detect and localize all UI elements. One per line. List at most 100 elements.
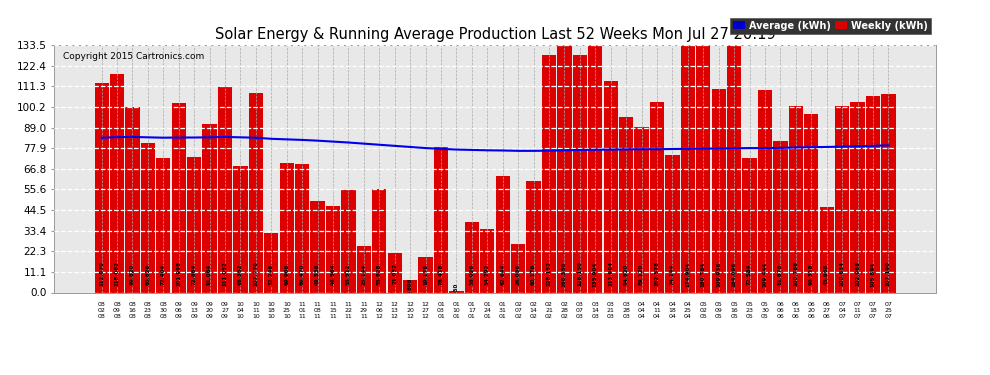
Text: 11
29
11: 11 29 11	[360, 302, 368, 319]
Text: 81.878: 81.878	[778, 263, 783, 285]
Bar	[295, 164, 309, 292]
Text: 34.292: 34.292	[485, 263, 490, 285]
Text: 02
14
02: 02 14 02	[530, 302, 538, 319]
Text: 107.770: 107.770	[253, 261, 258, 286]
Bar	[264, 233, 278, 292]
Bar	[804, 114, 819, 292]
Text: 03
28
03: 03 28 03	[622, 302, 630, 319]
Text: 07
11
07: 07 11 07	[853, 302, 861, 319]
Text: 100.786: 100.786	[793, 261, 798, 286]
Text: 174.904: 174.904	[685, 261, 690, 286]
Bar	[649, 102, 664, 292]
Bar	[187, 158, 201, 292]
Bar	[279, 163, 294, 292]
Text: 08
16
08: 08 16 08	[129, 302, 137, 319]
Text: Copyright 2015 Cartronics.com: Copyright 2015 Cartronics.com	[63, 53, 205, 62]
Text: 46.564: 46.564	[331, 263, 336, 285]
Bar	[866, 96, 880, 292]
Text: 12
13
12: 12 13 12	[391, 302, 399, 319]
Bar	[712, 88, 726, 292]
Text: 06
13
06: 06 13 06	[792, 302, 800, 319]
Bar	[665, 155, 679, 292]
Text: 99.820: 99.820	[130, 263, 135, 285]
Text: 80.826: 80.826	[146, 263, 150, 285]
Bar	[758, 90, 772, 292]
Text: 04
04
04: 04 04 04	[638, 302, 645, 319]
Text: 55.512: 55.512	[346, 263, 350, 285]
Text: 102.578: 102.578	[654, 261, 659, 286]
Text: 03
14
03: 03 14 03	[591, 302, 599, 319]
Text: 02
21
02: 02 21 02	[545, 302, 553, 319]
Text: 180.784: 180.784	[701, 261, 706, 286]
Text: 25.144: 25.144	[361, 263, 366, 285]
Text: 07
25
07: 07 25 07	[884, 302, 892, 319]
Bar	[388, 254, 402, 292]
Text: 89.120: 89.120	[640, 263, 644, 285]
Text: 10
18
10: 10 18 10	[267, 302, 275, 319]
Text: 135.904: 135.904	[593, 261, 598, 286]
Text: 6.808: 6.808	[408, 278, 413, 295]
Bar	[434, 147, 448, 292]
Text: 102.968: 102.968	[855, 261, 860, 286]
Bar	[372, 189, 386, 292]
Text: 109.444: 109.444	[762, 261, 767, 286]
Text: 113.904: 113.904	[608, 261, 613, 286]
Bar	[141, 142, 155, 292]
Text: 07
18
07: 07 18 07	[869, 302, 877, 319]
Text: 72.404: 72.404	[160, 263, 165, 285]
Text: 01
03
01: 01 03 01	[437, 302, 445, 319]
Text: 128.152: 128.152	[546, 261, 551, 286]
Bar	[681, 0, 695, 292]
Text: 105.894: 105.894	[870, 261, 875, 286]
Text: 26.036: 26.036	[516, 263, 521, 285]
Text: 05
02
05: 05 02 05	[699, 302, 707, 319]
Text: 08
02
08: 08 02 08	[98, 302, 106, 319]
Bar	[248, 93, 263, 292]
Bar	[496, 176, 510, 292]
Bar	[742, 158, 756, 292]
Bar	[419, 257, 433, 292]
Text: 02
28
02: 02 28 02	[560, 302, 568, 319]
Bar	[619, 117, 634, 292]
Text: 09
06
09: 09 06 09	[175, 302, 183, 319]
Bar	[110, 74, 124, 292]
Text: 08
09
08: 08 09 08	[113, 302, 121, 319]
Text: 19.178: 19.178	[423, 264, 428, 285]
Bar	[218, 87, 232, 292]
Text: 55.828: 55.828	[377, 263, 382, 285]
Text: 11
15
11: 11 15 11	[329, 302, 337, 319]
Bar	[820, 207, 834, 292]
Bar	[356, 246, 371, 292]
Text: 100.634: 100.634	[840, 261, 844, 286]
Text: 168.350: 168.350	[562, 261, 567, 286]
Text: 94.820: 94.820	[624, 263, 629, 285]
Text: 96.318: 96.318	[809, 263, 814, 285]
Bar	[635, 127, 648, 292]
Text: 69.470: 69.470	[300, 263, 305, 285]
Bar	[511, 244, 526, 292]
Text: 49.556: 49.556	[315, 263, 320, 285]
Bar	[527, 181, 541, 292]
Text: 101.998: 101.998	[176, 261, 181, 286]
Bar	[588, 40, 602, 292]
Text: 69.906: 69.906	[284, 263, 289, 285]
Text: 05
23
05: 05 23 05	[745, 302, 753, 319]
Bar	[326, 206, 341, 292]
Text: 10
11
10: 10 11 10	[252, 302, 259, 319]
Text: 11
01
11: 11 01 11	[298, 302, 306, 319]
Text: 08
23
08: 08 23 08	[144, 302, 151, 319]
Bar	[727, 0, 742, 292]
Bar	[342, 190, 355, 292]
Bar	[234, 166, 248, 292]
Text: 12
06
12: 12 06 12	[375, 302, 383, 319]
Bar	[773, 141, 787, 292]
Text: 03
07
03: 03 07 03	[576, 302, 584, 319]
Text: 109.936: 109.936	[716, 261, 721, 286]
Text: 38.026: 38.026	[469, 263, 474, 285]
Text: 08
30
08: 08 30 08	[159, 302, 167, 319]
Text: 10
04
10: 10 04 10	[237, 302, 245, 319]
Bar	[126, 108, 140, 292]
Legend: Average (kWh), Weekly (kWh): Average (kWh), Weekly (kWh)	[731, 18, 931, 33]
Text: 107.190: 107.190	[886, 261, 891, 286]
Text: 72.884: 72.884	[192, 263, 197, 285]
